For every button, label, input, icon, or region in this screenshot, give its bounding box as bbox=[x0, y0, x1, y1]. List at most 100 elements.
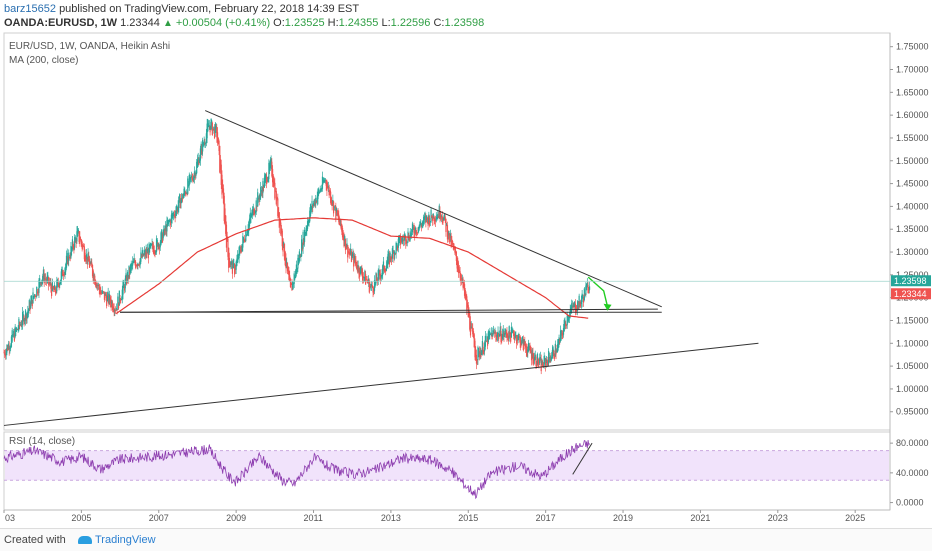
candle-body bbox=[138, 264, 140, 266]
candle-body bbox=[155, 251, 157, 253]
candle-body bbox=[67, 257, 69, 265]
candle-body bbox=[530, 348, 532, 354]
candle-body bbox=[260, 187, 262, 197]
author-link[interactable]: barz15652 bbox=[4, 3, 56, 15]
candle-body bbox=[143, 253, 145, 256]
cloud-icon bbox=[78, 536, 92, 545]
tradingview-logo[interactable]: TradingView bbox=[78, 534, 156, 546]
candle-body bbox=[172, 215, 174, 217]
candle-body bbox=[115, 308, 117, 311]
candle-body bbox=[383, 265, 385, 272]
candle-body bbox=[524, 341, 526, 347]
candle-body bbox=[469, 321, 472, 336]
candle-body bbox=[135, 262, 137, 268]
candle-body bbox=[553, 350, 555, 358]
candle-body bbox=[498, 334, 501, 337]
candle-body bbox=[315, 200, 318, 203]
rsi-trendline bbox=[572, 442, 593, 475]
candle-body bbox=[3, 352, 5, 354]
candle-body bbox=[540, 358, 542, 372]
candle-body bbox=[393, 251, 395, 259]
price-tick-label: 1.75000 bbox=[896, 42, 929, 52]
candle-body bbox=[576, 310, 578, 311]
candle-body bbox=[93, 275, 95, 277]
candle-body bbox=[405, 240, 408, 244]
high-value: 1.24355 bbox=[338, 17, 379, 29]
candle-body bbox=[449, 233, 451, 243]
candle-body bbox=[471, 327, 473, 329]
open-value: 1.23525 bbox=[284, 17, 325, 29]
candle-body bbox=[365, 274, 367, 285]
candle-body bbox=[574, 301, 576, 306]
candle-body bbox=[182, 194, 184, 199]
candle-body bbox=[580, 299, 582, 305]
candle-body bbox=[465, 293, 467, 299]
candle-body bbox=[506, 332, 508, 338]
candle-body bbox=[389, 253, 391, 261]
candle-body bbox=[492, 330, 495, 334]
candle-body bbox=[416, 232, 418, 234]
candle-body bbox=[37, 292, 39, 294]
candle-body bbox=[520, 342, 522, 345]
candle-body bbox=[428, 214, 430, 222]
candle-body bbox=[431, 215, 433, 218]
candle-body bbox=[330, 191, 332, 203]
candle-body bbox=[352, 253, 354, 256]
candle-body bbox=[504, 329, 507, 335]
candle-body bbox=[136, 265, 138, 267]
candle-body bbox=[517, 335, 519, 341]
candle-body bbox=[210, 122, 212, 130]
candle-body bbox=[579, 301, 581, 303]
candle-body bbox=[548, 350, 550, 364]
candle-body bbox=[397, 238, 399, 248]
candle-body bbox=[177, 205, 179, 211]
candle-body bbox=[460, 274, 462, 283]
candle-body bbox=[90, 261, 92, 264]
candle-body bbox=[238, 247, 240, 259]
candle-body bbox=[212, 128, 214, 130]
candle-body bbox=[466, 296, 468, 310]
candle-body bbox=[314, 202, 316, 206]
candle-body bbox=[140, 252, 142, 262]
candle-body bbox=[572, 306, 574, 308]
candle-body bbox=[120, 299, 122, 301]
candle-body bbox=[144, 252, 146, 257]
candle-body bbox=[577, 305, 579, 310]
candle-body bbox=[454, 247, 456, 253]
candle-body bbox=[480, 352, 482, 358]
candle-body bbox=[458, 269, 460, 273]
candle-body bbox=[354, 258, 356, 263]
candle-body bbox=[149, 243, 152, 248]
candle-body bbox=[371, 285, 373, 288]
candle-body bbox=[186, 192, 188, 195]
candle-body bbox=[357, 264, 359, 269]
candle-body bbox=[250, 213, 252, 218]
candle-body bbox=[288, 270, 290, 280]
candle-body bbox=[484, 335, 486, 347]
price-chart[interactable]: 0.950001.000001.050001.100001.150001.200… bbox=[0, 0, 932, 528]
last-price-tag bbox=[891, 288, 931, 300]
candle-body bbox=[78, 231, 80, 243]
candle-body bbox=[554, 343, 556, 357]
candle-body bbox=[30, 300, 32, 308]
candle-body bbox=[116, 309, 118, 311]
candle-body bbox=[210, 119, 213, 126]
candle-body bbox=[529, 346, 531, 352]
candle-body bbox=[97, 285, 99, 287]
candle-body bbox=[307, 221, 309, 226]
price-tick-label: 1.45000 bbox=[896, 179, 929, 189]
candle-body bbox=[539, 357, 541, 363]
candle-body bbox=[298, 259, 300, 264]
candle-body bbox=[559, 340, 561, 342]
candle-body bbox=[359, 270, 361, 278]
candle-body bbox=[337, 212, 339, 217]
candle-body bbox=[139, 258, 141, 266]
candle-body bbox=[376, 278, 378, 281]
candle-body bbox=[100, 292, 103, 294]
candle-body bbox=[561, 333, 563, 335]
candle-body bbox=[185, 192, 187, 194]
candle-body bbox=[373, 280, 376, 291]
candle-body bbox=[25, 315, 27, 321]
candle-body bbox=[320, 189, 322, 191]
rsi-legend: RSI (14, close) bbox=[9, 436, 75, 447]
